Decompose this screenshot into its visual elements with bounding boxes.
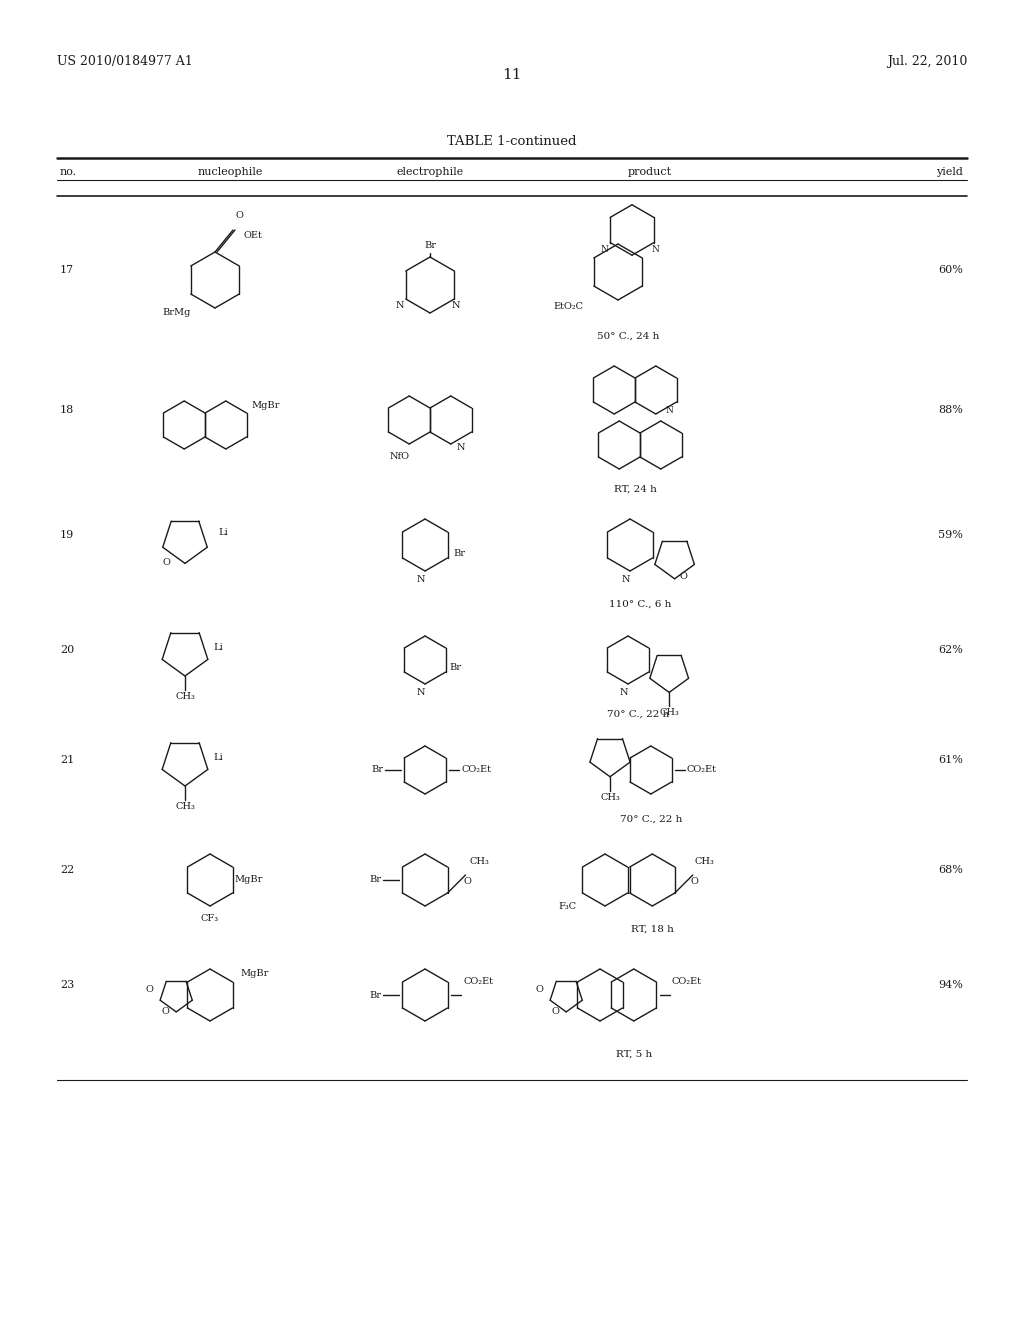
Text: CH₃: CH₃ <box>600 793 620 801</box>
Text: O: O <box>691 876 698 886</box>
Text: 21: 21 <box>60 755 75 766</box>
Text: O: O <box>464 876 471 886</box>
Text: N: N <box>600 244 608 253</box>
Text: TABLE 1-continued: TABLE 1-continued <box>447 135 577 148</box>
Text: 17: 17 <box>60 265 74 275</box>
Text: 19: 19 <box>60 531 75 540</box>
Text: Br: Br <box>369 875 381 884</box>
Text: Jul. 22, 2010: Jul. 22, 2010 <box>887 55 967 69</box>
Text: 18: 18 <box>60 405 75 414</box>
Text: 22: 22 <box>60 865 75 875</box>
Text: CO₂Et: CO₂Et <box>672 977 701 986</box>
Text: 110° C., 6 h: 110° C., 6 h <box>609 601 671 609</box>
Text: 62%: 62% <box>938 645 963 655</box>
Text: CO₂Et: CO₂Et <box>687 766 717 775</box>
Text: O: O <box>163 557 171 566</box>
Text: 94%: 94% <box>938 979 963 990</box>
Text: Br: Br <box>454 549 466 558</box>
Text: OEt: OEt <box>243 231 262 239</box>
Text: yield: yield <box>936 168 963 177</box>
Text: N: N <box>417 688 425 697</box>
Text: 11: 11 <box>502 69 522 82</box>
Text: 50° C., 24 h: 50° C., 24 h <box>597 333 659 341</box>
Text: 68%: 68% <box>938 865 963 875</box>
Text: N: N <box>652 244 659 253</box>
Text: CH₃: CH₃ <box>695 857 715 866</box>
Text: Li: Li <box>218 528 228 537</box>
Text: Br: Br <box>371 766 383 775</box>
Text: 20: 20 <box>60 645 75 655</box>
Text: N: N <box>457 442 465 451</box>
Text: 70° C., 22 h: 70° C., 22 h <box>620 814 682 824</box>
Text: F₃C: F₃C <box>558 902 577 911</box>
Text: 60%: 60% <box>938 265 963 275</box>
Text: N: N <box>620 688 629 697</box>
Text: N: N <box>395 301 404 310</box>
Text: CH₃: CH₃ <box>175 803 195 810</box>
Text: no.: no. <box>60 168 77 177</box>
Text: RT, 24 h: RT, 24 h <box>613 484 656 494</box>
Text: CF₃: CF₃ <box>201 913 219 923</box>
Text: N: N <box>417 576 425 583</box>
Text: CH₃: CH₃ <box>175 692 195 701</box>
Text: Br: Br <box>450 664 462 672</box>
Text: O: O <box>162 1007 170 1016</box>
Text: EtO₂C: EtO₂C <box>553 302 583 312</box>
Text: RT, 18 h: RT, 18 h <box>631 925 674 935</box>
Text: N: N <box>622 576 630 583</box>
Text: O: O <box>552 1007 560 1016</box>
Text: electrophile: electrophile <box>396 168 464 177</box>
Text: US 2010/0184977 A1: US 2010/0184977 A1 <box>57 55 193 69</box>
Text: nucleophile: nucleophile <box>198 168 263 177</box>
Text: 88%: 88% <box>938 405 963 414</box>
Text: CO₂Et: CO₂Et <box>461 766 490 775</box>
Text: NfO: NfO <box>389 451 410 461</box>
Text: product: product <box>628 168 672 177</box>
Text: MgBr: MgBr <box>240 969 268 978</box>
Text: 59%: 59% <box>938 531 963 540</box>
Text: MgBr: MgBr <box>252 401 281 411</box>
Text: MgBr: MgBr <box>234 874 263 883</box>
Text: N: N <box>452 301 461 310</box>
Text: Br: Br <box>369 990 381 999</box>
Text: Li: Li <box>213 643 223 652</box>
Text: O: O <box>680 572 688 581</box>
Text: CH₃: CH₃ <box>470 857 489 866</box>
Text: O: O <box>234 211 243 220</box>
Text: 61%: 61% <box>938 755 963 766</box>
Text: Li: Li <box>213 752 223 762</box>
Text: O: O <box>145 986 154 994</box>
Text: Br: Br <box>424 240 436 249</box>
Text: N: N <box>666 407 674 416</box>
Text: CO₂Et: CO₂Et <box>463 977 493 986</box>
Text: 70° C., 22 h: 70° C., 22 h <box>607 710 670 719</box>
Text: 23: 23 <box>60 979 75 990</box>
Text: CH₃: CH₃ <box>659 709 679 717</box>
Text: BrMg: BrMg <box>163 308 191 317</box>
Text: RT, 5 h: RT, 5 h <box>615 1049 652 1059</box>
Text: O: O <box>536 986 544 994</box>
